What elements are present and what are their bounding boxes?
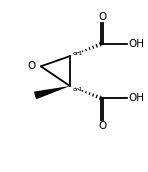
Text: O: O [98, 12, 106, 22]
Text: OH: OH [128, 93, 144, 103]
Text: O: O [28, 61, 36, 71]
Text: O: O [98, 121, 106, 131]
Text: or1: or1 [73, 87, 83, 92]
Text: or1: or1 [73, 51, 83, 56]
Text: OH: OH [128, 39, 144, 49]
Polygon shape [34, 86, 70, 99]
